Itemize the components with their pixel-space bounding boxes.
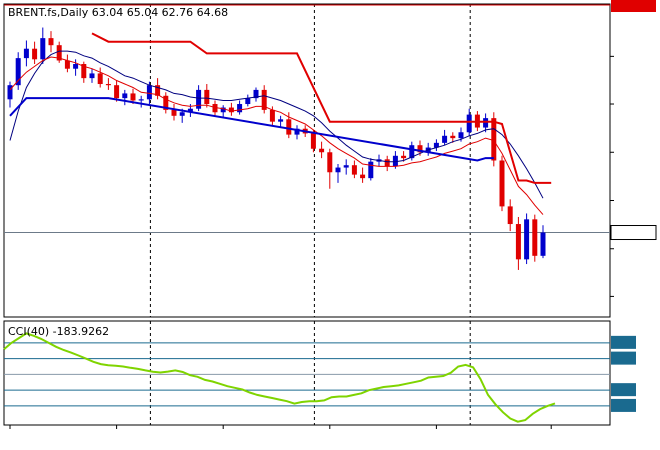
candle-body [540, 232, 546, 256]
candle-body [384, 159, 390, 167]
candle-body [392, 155, 398, 167]
candle-body [23, 48, 29, 59]
cci-level-tag [611, 335, 636, 349]
price-panel: BRENT.fs,Daily 63.04 65.04 62.76 64.68 [3, 3, 611, 318]
candle-body [499, 160, 505, 207]
cci-y-axis [611, 335, 636, 412]
candle-body [409, 145, 415, 159]
candle-body [245, 98, 251, 105]
candle-body [196, 89, 202, 109]
top-price-tag [611, 0, 656, 12]
candle-body [450, 135, 456, 139]
candle-body [220, 107, 226, 113]
candle-body [507, 206, 513, 225]
candle-body [278, 119, 284, 122]
candle-body [433, 142, 439, 148]
candle-body [253, 89, 259, 99]
candle-body [187, 108, 193, 113]
candle-body [7, 85, 13, 100]
candle-body [122, 93, 128, 99]
candle-body [524, 219, 530, 260]
trailing-stop-red-line [91, 32, 552, 184]
candle-body [212, 104, 218, 113]
candle-body [261, 89, 267, 110]
candle-body [32, 48, 38, 60]
candle-body [351, 165, 357, 175]
cci-panel-frame [3, 320, 611, 426]
slow-moving-average-line [9, 50, 544, 199]
price-series [7, 27, 552, 270]
candle-body [204, 89, 210, 105]
candle-body [138, 99, 144, 101]
price-panel-frame [3, 3, 611, 318]
candle-body [515, 224, 521, 260]
candle-body [114, 85, 120, 99]
trailing-stop-blue-line [9, 97, 494, 162]
candle-body [466, 114, 472, 133]
candle-body [64, 60, 70, 69]
candle-body [442, 135, 448, 143]
candle-body [401, 155, 407, 159]
candle-body [360, 174, 366, 179]
price-gridlines [4, 4, 610, 317]
candle-body [319, 148, 325, 153]
candle-body [310, 133, 316, 149]
candle-body [335, 167, 341, 173]
candle-body [130, 93, 136, 101]
cci-line [3, 332, 556, 423]
candle-body [81, 64, 87, 79]
candle-body [269, 109, 275, 122]
candle-body [73, 64, 79, 69]
candle-body [417, 145, 423, 153]
candle-body [294, 128, 300, 135]
price-panel-title: BRENT.fs,Daily 63.04 65.04 62.76 64.68 [8, 6, 228, 19]
candle-body [343, 165, 349, 168]
candle-body [179, 112, 185, 116]
candle-body [40, 38, 46, 60]
cci-level-tag [611, 383, 636, 397]
candle-body [105, 84, 111, 86]
candle-body [237, 104, 243, 113]
cci-series [3, 332, 556, 423]
candle-body [286, 119, 292, 135]
candle-body [483, 118, 489, 128]
candle-body [171, 109, 177, 116]
candle-body [15, 58, 21, 86]
candle-body [458, 132, 464, 139]
candle-body [228, 107, 234, 113]
candle-body [327, 152, 333, 173]
candle-body [532, 219, 538, 256]
time-x-axis [9, 425, 552, 429]
candle-body [146, 85, 152, 100]
candle-body [89, 73, 95, 79]
fast-moving-average-line [9, 56, 544, 215]
candle-body [368, 161, 374, 179]
candle-body [48, 38, 54, 46]
cci-level-tag [611, 351, 636, 365]
candle-body [155, 85, 161, 96]
cci-panel-title: CCI(40) -183.9262 [8, 325, 109, 338]
candle-body [56, 45, 62, 61]
candle-body [97, 73, 103, 85]
price-y-axis [610, 0, 657, 297]
candle-body [491, 118, 497, 161]
candle-body [163, 95, 169, 110]
cci-levels [4, 321, 610, 425]
cci-level-tag [611, 398, 636, 412]
cci-panel: CCI(40) -183.9262 [3, 320, 611, 426]
last-price-tag [610, 225, 657, 241]
